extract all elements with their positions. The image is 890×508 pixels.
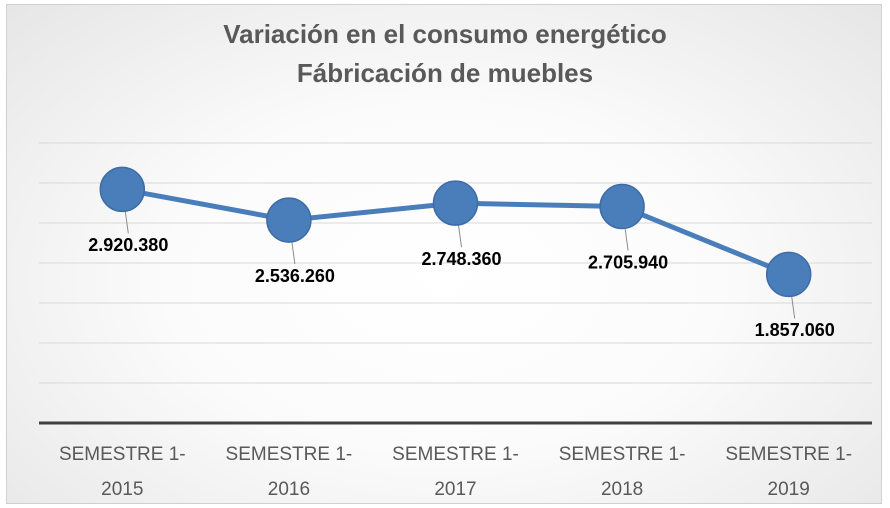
x-tick-label: SEMESTRE 1-2015 (58, 444, 186, 500)
marker (765, 251, 812, 298)
marker (432, 180, 479, 226)
marker (266, 197, 312, 243)
chart-title: Variación en el consumo energético (223, 19, 667, 49)
data-label: 2.705.940 (588, 252, 668, 272)
data-label: 2.920.380 (88, 235, 168, 255)
data-label: 2.536.260 (255, 266, 335, 286)
x-tick-label: SEMESTRE 1-2018 (558, 444, 686, 500)
marker (99, 166, 146, 213)
x-tick-label: SEMESTRE 1-2016 (225, 444, 353, 500)
x-tick-label: SEMESTRE 1-2019 (725, 444, 853, 500)
x-tick-label: SEMESTRE 1-2017 (392, 444, 519, 500)
data-label: 1.857.060 (755, 320, 835, 340)
marker (599, 183, 645, 230)
data-label: 2.748.360 (421, 249, 501, 269)
chart-subtitle: Fábricación de muebles (297, 58, 593, 88)
